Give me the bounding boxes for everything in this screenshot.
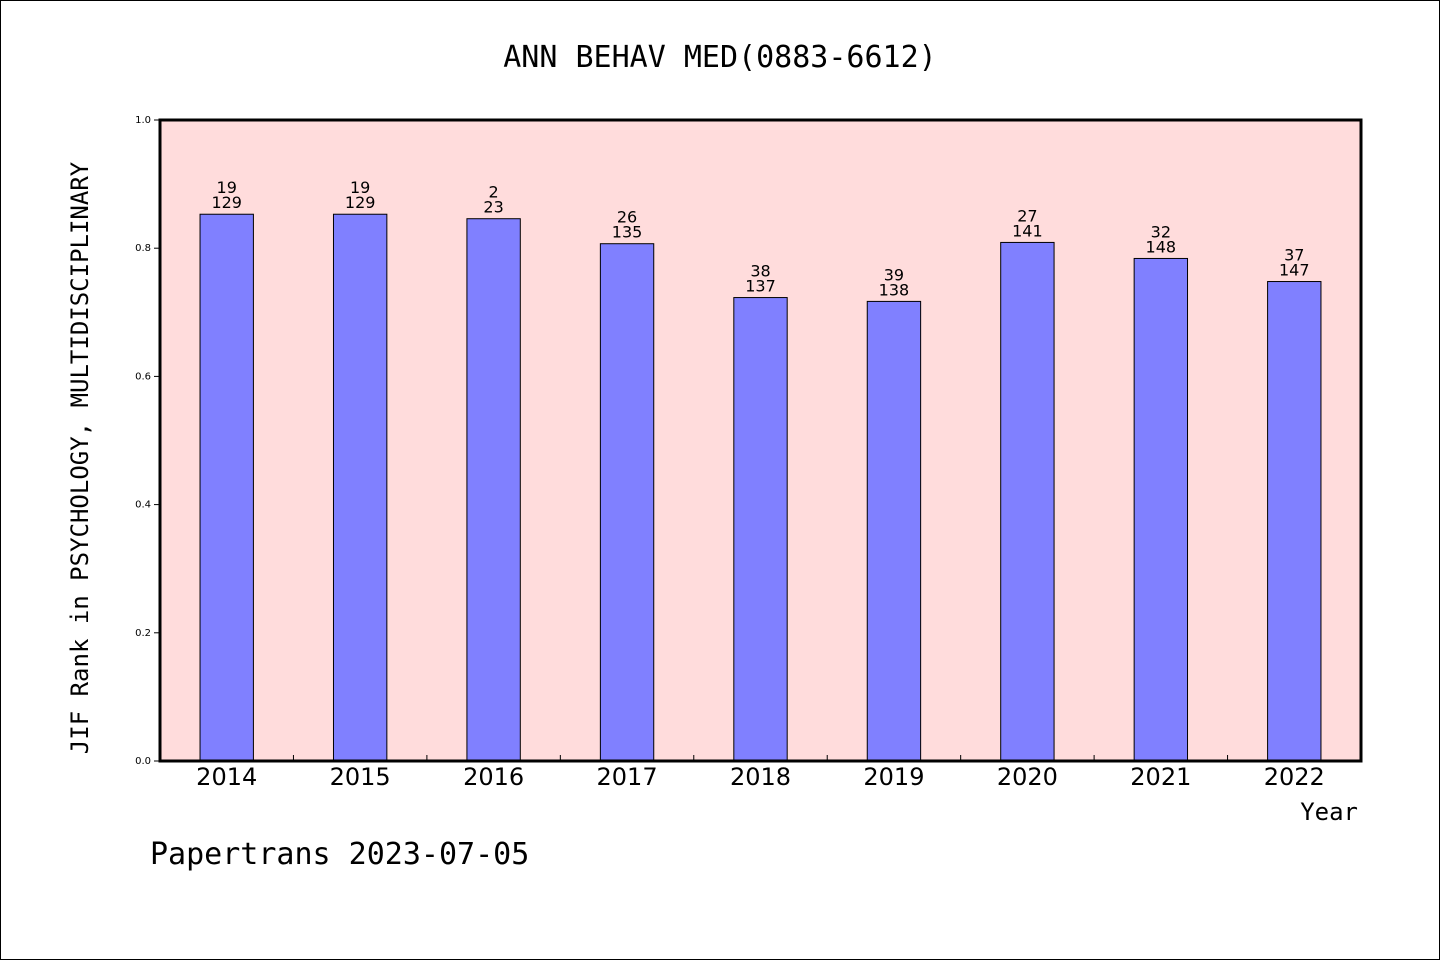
x-tick-label: 2015 <box>330 763 391 791</box>
plot-border <box>158 118 1363 763</box>
bar-2022 <box>1267 281 1322 762</box>
bar-2016 <box>466 218 521 762</box>
bar-label-total: 148 <box>1146 237 1177 256</box>
bar-label-rank: 38 <box>750 262 770 281</box>
y-tick-label: 0.6 <box>135 371 151 382</box>
bar-label-rank: 27 <box>1017 206 1037 225</box>
x-tick-label: 2021 <box>1130 763 1191 791</box>
x-tick-label: 2016 <box>463 763 524 791</box>
y-axis: 0.0 0.2 0.4 0.6 0.8 1.0 <box>135 115 160 767</box>
x-tick-label: 2014 <box>196 763 257 791</box>
bar-label-rank: 2 <box>489 183 499 202</box>
bar-2018 <box>733 297 788 762</box>
x-tick-label: 2017 <box>597 763 658 791</box>
bar-label-rank: 32 <box>1151 222 1171 241</box>
watermark-text: Papertrans 2023-07-05 <box>150 837 529 872</box>
x-axis: 2014 2015 2016 2017 2018 2019 2020 2021 2022 <box>196 755 1325 791</box>
bar-label-total: 129 <box>345 193 376 212</box>
chart-title: ANN BEHAV MED(0883-6612) <box>503 40 936 75</box>
bar-label-total: 147 <box>1279 261 1310 280</box>
bar-2020 <box>1000 241 1055 762</box>
bar-label-total: 135 <box>612 223 643 242</box>
bar-2019 <box>866 300 922 762</box>
bar-2015 <box>332 213 388 762</box>
y-tick-label: 0.4 <box>135 500 151 511</box>
y-tick-label: 0.8 <box>135 243 151 254</box>
bar-label-rank: 39 <box>884 265 904 284</box>
y-tick-label: 0.2 <box>135 628 151 639</box>
x-tick-label: 2019 <box>863 763 924 791</box>
bar-label-total: 141 <box>1012 221 1043 240</box>
x-tick-label: 2022 <box>1264 763 1325 791</box>
bar-label-total: 23 <box>483 198 503 217</box>
bar-label-total: 129 <box>211 193 242 212</box>
bar-label-total: 138 <box>879 280 910 299</box>
x-tick-label: 2018 <box>730 763 791 791</box>
bar-label-rank: 26 <box>617 208 637 227</box>
bars-group <box>199 213 1322 762</box>
x-tick-label: 2020 <box>997 763 1058 791</box>
y-tick-label: 0.0 <box>135 756 151 767</box>
bar-2017 <box>599 243 655 762</box>
bar-label-rank: 19 <box>350 178 370 197</box>
y-tick-label: 1.0 <box>135 115 151 126</box>
y-axis-label: JIF Rank in PSYCHOLOGY, MULTIDISCIPLINAR… <box>66 161 94 754</box>
bar-label-rank: 37 <box>1284 246 1304 265</box>
x-axis-label: Year <box>1300 798 1358 826</box>
bar-label-rank: 19 <box>217 178 237 197</box>
bar-label-total: 137 <box>745 277 776 296</box>
bar-2021 <box>1133 257 1189 762</box>
bar-2014 <box>199 213 254 762</box>
